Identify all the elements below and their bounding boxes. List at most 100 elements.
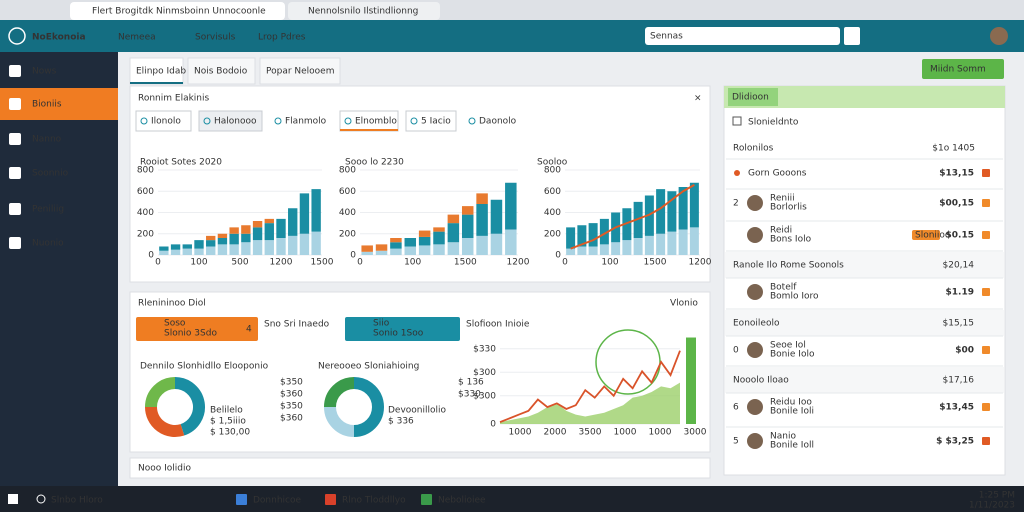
- bar-segment: [566, 227, 576, 249]
- tab[interactable]: [259, 57, 341, 85]
- bar-segment: [588, 223, 598, 247]
- browser-tab[interactable]: [70, 2, 285, 20]
- sidebar-item[interactable]: Soonnio: [32, 169, 69, 179]
- panel: [129, 457, 711, 479]
- sidebar-item[interactable]: Nuonio: [32, 239, 64, 249]
- tab-title[interactable]: Nennolsnilo Ilstindlionng: [308, 7, 418, 17]
- sidebar-item[interactable]: Peniliig: [32, 205, 64, 215]
- filter-label[interactable]: Ilonolo: [151, 117, 181, 127]
- nav-item[interactable]: Sorvisuls: [195, 33, 236, 43]
- sidebar-item[interactable]: Bioniis: [32, 100, 62, 110]
- filter-chip[interactable]: [405, 110, 457, 132]
- bar-segment: [159, 250, 169, 255]
- filter-icon: [203, 117, 211, 125]
- browser-tab[interactable]: [288, 2, 440, 20]
- app-icon[interactable]: [325, 494, 336, 505]
- bar-segment: [461, 206, 474, 215]
- x-tick-label: 1200: [507, 258, 530, 268]
- value-label: $360: [280, 390, 303, 400]
- avatar: [747, 399, 763, 415]
- bar-segment: [229, 227, 239, 234]
- search-box[interactable]: [645, 27, 840, 45]
- status-square: [982, 346, 990, 354]
- bar-segment: [447, 242, 460, 255]
- pill: [912, 230, 940, 240]
- app-icon[interactable]: [236, 494, 247, 505]
- taskbar-app[interactable]: Donnhicoe: [253, 496, 302, 506]
- donut-slice: [324, 377, 355, 408]
- sidebar-item[interactable]: Nows: [32, 67, 57, 77]
- filter-icon: [344, 117, 352, 125]
- filter-label[interactable]: Halonooo: [214, 117, 257, 127]
- bar-segment: [241, 233, 251, 243]
- panel-link[interactable]: Vlonio: [670, 299, 698, 309]
- checkbox[interactable]: [732, 116, 742, 126]
- bar-segment: [667, 191, 677, 232]
- chart-title: Rooiot Sotes 2020: [140, 158, 222, 168]
- bar-segment: [418, 245, 431, 255]
- taskbar-app[interactable]: Rlno Tloddllyo: [342, 496, 406, 506]
- y-tick-label: 200: [137, 229, 154, 239]
- row-sub: Bons Iolo: [770, 235, 812, 245]
- filter-label[interactable]: Daonolo: [479, 117, 517, 127]
- user-avatar[interactable]: [990, 27, 1008, 45]
- row-index: 0: [733, 346, 739, 356]
- tab[interactable]: [129, 57, 184, 85]
- bar-segment: [490, 199, 503, 234]
- filter-label[interactable]: Flanmolo: [285, 117, 327, 127]
- legend-label: $ 336: [388, 417, 414, 427]
- filter-icon: [410, 117, 418, 125]
- bar-segment: [433, 244, 445, 255]
- donut-slice: [145, 406, 185, 437]
- bar-segment: [461, 238, 474, 255]
- row-name: Reidu Ioo: [770, 398, 812, 408]
- row-sub: Bonile Ioll: [770, 441, 814, 451]
- y-tick-label: 200: [339, 229, 356, 239]
- chart-title: Sooo lo 2230: [345, 158, 404, 168]
- x-tick-label: 1500: [644, 258, 667, 268]
- app-icon[interactable]: [421, 494, 432, 505]
- button-label[interactable]: Miidn Somm: [930, 65, 986, 75]
- side-panel-title: Dlidioon: [732, 93, 769, 103]
- row-sub: Bonie Iolo: [770, 350, 815, 360]
- nav-item[interactable]: Nemeea: [118, 33, 156, 43]
- tab[interactable]: [187, 57, 256, 85]
- action-button[interactable]: [922, 59, 1004, 79]
- filter-chip[interactable]: [135, 110, 192, 132]
- bar-segment: [276, 218, 286, 238]
- row-name: Nanio: [770, 432, 796, 442]
- filter-label[interactable]: Elnomblo: [355, 117, 397, 127]
- bar-segment: [170, 244, 181, 250]
- bar-segment: [577, 246, 587, 255]
- bar-segment: [206, 246, 216, 255]
- sidebar: [0, 52, 118, 486]
- y-tick-label: 600: [137, 187, 154, 197]
- row-name: Botelf: [770, 283, 797, 293]
- close-icon: ×: [694, 94, 702, 104]
- avatar: [747, 195, 763, 211]
- summary-label: Rolonilos: [733, 144, 774, 154]
- nav-item[interactable]: Lrop Pdres: [258, 33, 306, 43]
- kpi-label: Slonio 3Sdo: [164, 329, 217, 339]
- filter-chip[interactable]: [198, 110, 263, 132]
- bar-segment: [264, 240, 274, 255]
- y-tick-label: 400: [339, 208, 356, 218]
- taskbar-search[interactable]: Slnbo Hloro: [51, 496, 103, 506]
- tab-title[interactable]: Flert Brogitdk Ninmsboinn Unnocoonle: [92, 7, 266, 17]
- avatar: [747, 227, 763, 243]
- bar-segment: [390, 238, 402, 243]
- bar-segment: [505, 182, 517, 230]
- donut-slice: [174, 377, 205, 436]
- row-value: $0.15: [946, 231, 974, 241]
- kpi-card: [136, 317, 258, 341]
- row-value: $1.19: [946, 288, 974, 298]
- bar-segment: [689, 227, 699, 255]
- filter-label[interactable]: 5 Iacio: [421, 117, 451, 127]
- bar-segment: [217, 233, 228, 238]
- sidebar-item[interactable]: Nanno: [32, 135, 62, 145]
- start-icon[interactable]: [8, 494, 18, 504]
- taskbar-app[interactable]: Nebolioiee: [438, 496, 486, 506]
- row-sub: Bomlo Ioro: [770, 292, 819, 302]
- icon-button[interactable]: [844, 27, 860, 45]
